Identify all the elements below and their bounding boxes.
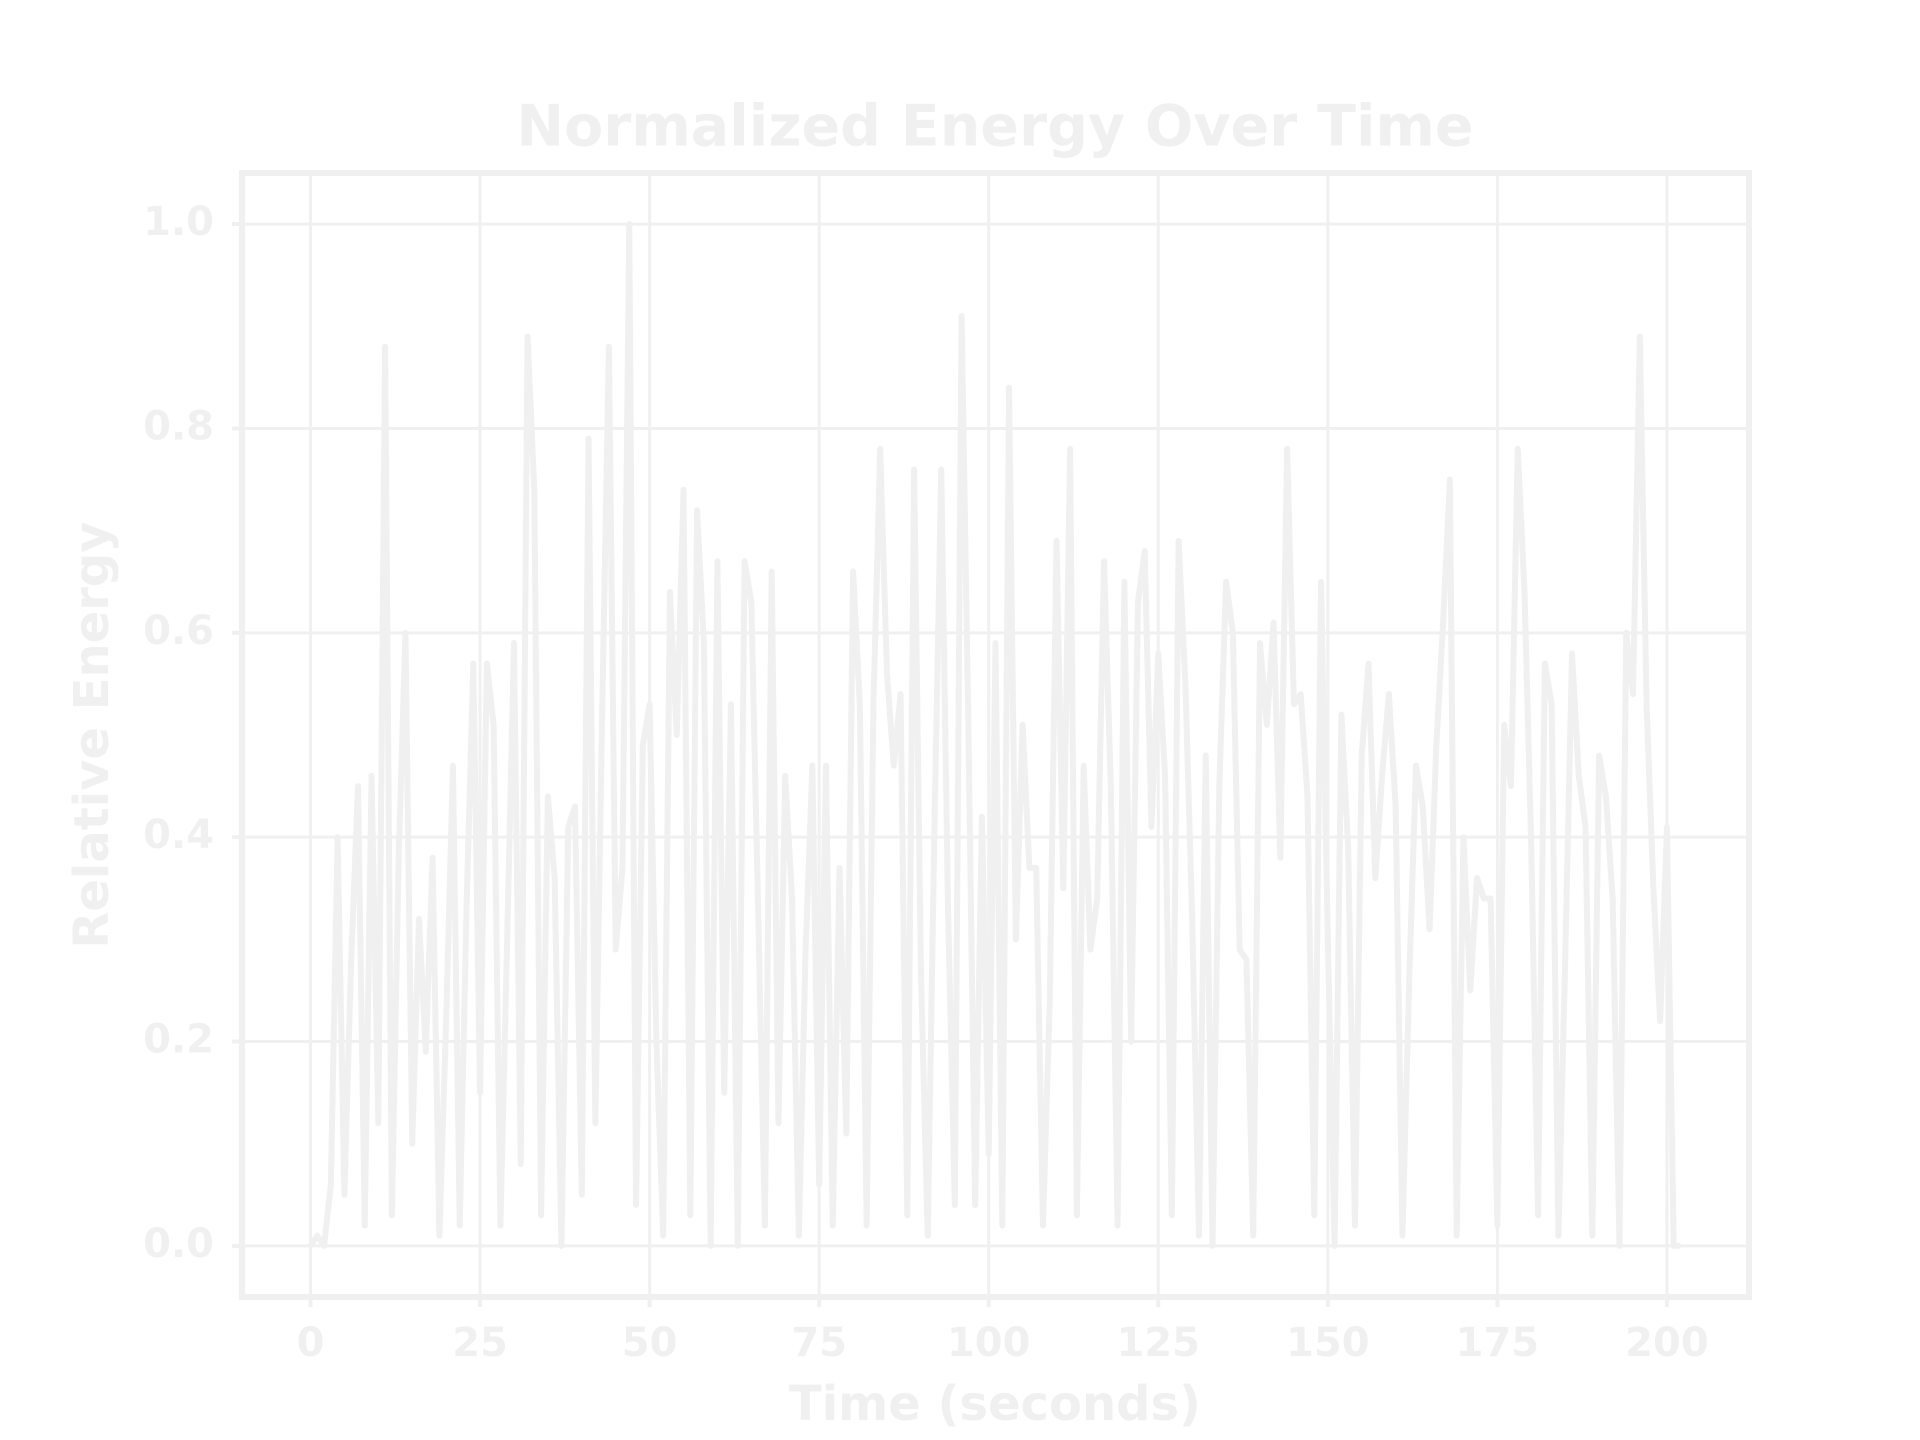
y-tick-label: 0.4 xyxy=(143,812,214,858)
x-tick-label: 50 xyxy=(622,1320,678,1366)
y-tick-label: 0.2 xyxy=(143,1017,214,1063)
x-axis-label: Time (seconds) xyxy=(789,1376,1201,1432)
y-tick-label: 0.0 xyxy=(143,1221,214,1267)
y-tick-label: 0.8 xyxy=(143,403,214,449)
x-tick-label: 100 xyxy=(947,1320,1031,1366)
chart-title: Normalized Energy Over Time xyxy=(516,94,1473,160)
x-tick-label: 150 xyxy=(1286,1320,1370,1366)
x-tick-label: 75 xyxy=(791,1320,847,1366)
y-tick-label: 1.0 xyxy=(143,199,214,245)
x-tick-label: 175 xyxy=(1456,1320,1540,1366)
x-tick-label: 25 xyxy=(452,1320,508,1366)
data-line xyxy=(308,221,1681,1249)
x-tick-label: 0 xyxy=(297,1320,325,1366)
x-tick-label: 125 xyxy=(1117,1320,1201,1366)
plot-frame xyxy=(239,170,1752,1300)
y-axis-label: Relative Energy xyxy=(64,521,120,948)
y-tick-label: 0.6 xyxy=(143,608,214,654)
x-tick-label: 200 xyxy=(1625,1320,1709,1366)
